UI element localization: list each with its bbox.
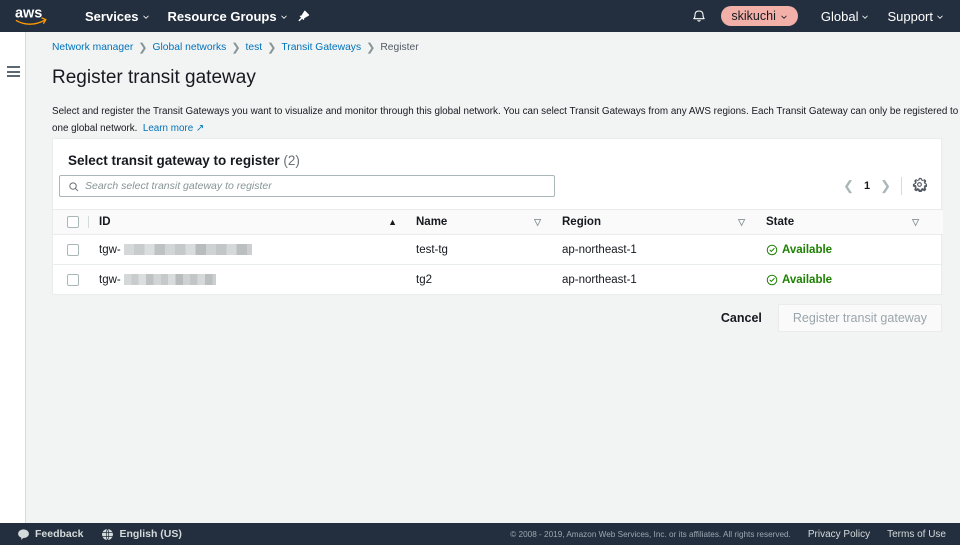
svg-text:aws: aws (15, 5, 42, 21)
